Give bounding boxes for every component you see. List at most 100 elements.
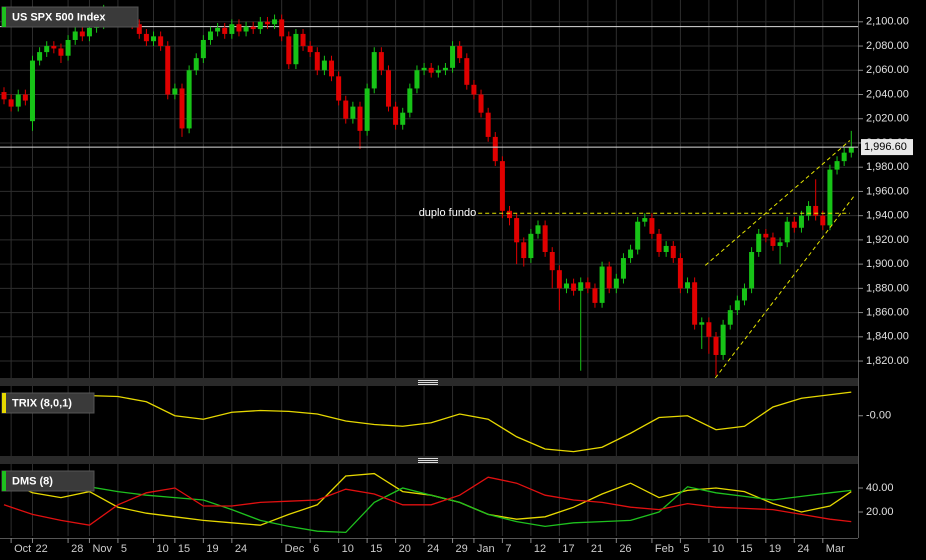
x-tick-label: Dec [285,543,305,555]
resize-handle[interactable] [418,458,438,463]
candle-body [535,225,541,234]
x-tick-label: 15 [740,543,752,555]
candle-body [1,92,7,100]
series-line [3,391,852,453]
y-tick-label: 1,900.00 [866,258,909,270]
candle-body [186,70,192,129]
title: TRIX (8,0,1) [12,397,72,409]
x-tick-label: Nov [92,543,112,555]
title: US SPX 500 Index [12,11,106,23]
last-price-label: 1,996.60 [864,141,907,153]
candle-body [620,258,626,279]
candle-body [685,282,691,289]
candle-body [485,112,491,137]
y-tick-label: 1,840.00 [866,331,909,343]
candle-body [720,324,726,355]
candle-body [143,33,149,42]
candle-body [578,282,584,291]
candle-body [407,88,413,113]
candle-body [72,31,78,40]
x-tick-label: 29 [456,543,468,555]
candle-body [585,282,591,289]
x-tick-label: Oct [14,543,31,555]
candle-body [343,100,349,119]
y-tick-label: -0.00 [866,410,891,422]
y-tick-label: 1,940.00 [866,210,909,222]
panel-title: TRIX (8,0,1) [1,392,95,414]
candle-body [798,215,804,228]
candle-body [15,94,21,107]
x-tick-label: Feb [655,543,674,555]
candle-body [272,19,278,25]
candle-body [592,288,598,303]
candle-body [136,24,142,34]
y-tick-label: 2,040.00 [866,88,909,100]
candle-body [642,218,648,222]
candle-body [677,258,683,289]
candle-body [670,245,676,259]
candle-body [414,70,420,89]
y-tick-label: 1,860.00 [866,306,909,318]
candle-body [321,60,327,71]
candle-body [58,48,64,56]
y-tick-label: 20.00 [866,506,894,518]
candle-body [329,60,335,77]
candle-body [542,225,548,252]
candle-body [478,94,484,113]
candle-body [336,76,342,101]
x-tick-label: 7 [505,543,511,555]
candle-body [350,106,356,119]
candle-body [385,70,391,107]
candle-body [656,233,662,252]
candle-body [371,52,377,89]
y-tick-label: 1,920.00 [866,234,909,246]
candle-body [307,46,313,53]
candle-body [457,46,463,59]
candle-body [421,67,427,71]
candle-body [841,152,847,162]
x-tick-label: 24 [797,543,809,555]
candle-body [79,31,85,37]
title-marker [2,393,6,413]
candle-body [713,336,719,355]
x-tick-label: 5 [121,543,127,555]
candle-body [400,112,406,125]
candle-body [820,215,826,226]
candle-body [51,46,57,49]
candle-body [791,221,797,228]
x-tick-label: Mar [826,543,845,555]
x-tick-label: 20 [399,543,411,555]
candle-body [393,106,399,125]
panel-title: US SPX 500 Index [1,6,139,28]
x-tick-label: 15 [178,543,190,555]
candle-body [378,52,384,71]
resize-handle[interactable] [418,380,438,385]
candle-body [257,21,263,30]
x-tick-label: 5 [683,543,689,555]
candle-body [8,99,14,107]
x-tick-label: 10 [342,543,354,555]
x-tick-label: 12 [534,543,546,555]
series-line [3,478,852,534]
y-tick-label: 1,960.00 [866,185,909,197]
candle-body [613,278,619,289]
y-tick-label: 1,980.00 [866,161,909,173]
candle-body [207,31,213,40]
candle-body [706,322,712,337]
x-tick-label: 22 [35,543,47,555]
candle-body [364,88,370,131]
y-tick-label: 2,080.00 [866,40,909,52]
y-tick-label: 1,880.00 [866,282,909,294]
candle-body [499,161,505,211]
panel-title: DMS (8) [1,470,95,492]
candle-body [492,136,498,162]
series-line [3,476,852,526]
candle-body [44,46,50,53]
title: DMS (8) [12,475,53,487]
candle-body [151,36,157,42]
x-tick-label: 24 [427,543,439,555]
candle-body [692,282,698,325]
candle-body [507,210,513,219]
